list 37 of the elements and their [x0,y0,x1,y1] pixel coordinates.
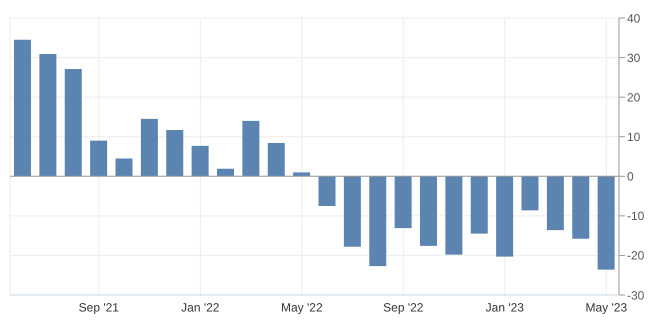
bar [116,158,132,176]
bar [140,118,158,176]
bar [39,54,56,176]
bar [90,140,108,176]
bar [64,69,82,176]
bar [217,168,234,176]
y-tick-label: 20 [627,90,641,104]
bar [572,176,590,239]
y-tick-label: 40 [627,11,641,26]
bar [598,176,615,270]
bar [166,130,184,176]
y-tick-label: -20 [627,248,645,263]
x-tick-label: Jan '23 [486,300,524,315]
y-tick-label: -10 [627,209,645,224]
bar [445,176,462,255]
y-tick-label: 10 [627,130,641,144]
bar [496,176,514,257]
x-tick-label: Sep '22 [383,300,424,315]
x-tick-label: Sep '21 [78,300,120,315]
bar [14,40,31,176]
x-tick-label: May '23 [585,300,628,315]
bar [192,146,209,176]
bar [420,176,437,246]
bar [522,176,538,210]
bar [268,143,285,176]
x-tick-label: Jan '22 [181,300,220,315]
bar [369,176,386,266]
x-tick-label: May '22 [280,300,323,315]
bar [546,176,564,230]
bar [344,176,361,247]
bar [318,176,336,206]
bar [470,176,488,234]
bar [394,176,412,228]
y-tick-label: 0 [627,170,634,184]
bar [242,120,260,176]
y-tick-label: 30 [627,50,641,65]
y-tick-label: -30 [627,288,645,302]
